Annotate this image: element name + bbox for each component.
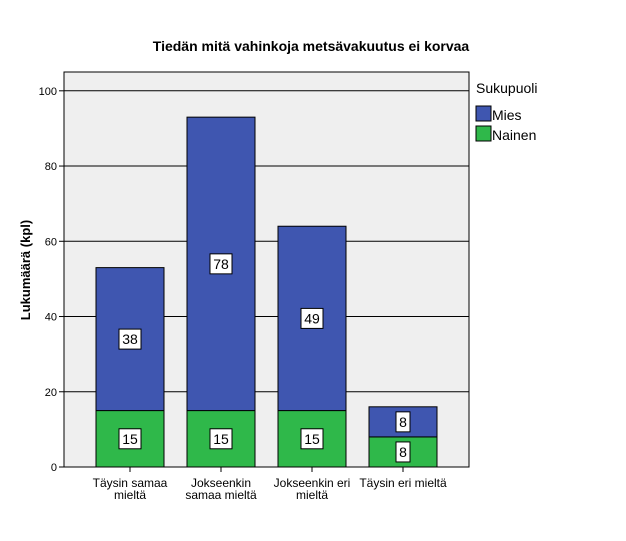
x-tick-label: Jokseenkin xyxy=(191,476,251,490)
y-axis-ticks: 0 20 40 60 80 100 xyxy=(39,86,64,474)
legend-swatch-mies xyxy=(475,105,492,122)
chart-title: Tiedän mitä vahinkoja metsävakuutus ei k… xyxy=(153,38,470,54)
y-tick-label: 0 xyxy=(51,462,57,474)
data-label-box xyxy=(395,411,411,433)
data-label-box xyxy=(118,428,142,450)
data-label: 15 xyxy=(213,431,229,447)
x-tick-label: Jokseenkin eri xyxy=(274,476,351,490)
legend-swatch-nainen xyxy=(475,125,492,142)
legend-item-mies: Mies xyxy=(492,107,522,123)
data-label: 78 xyxy=(213,256,229,272)
data-label: 8 xyxy=(399,444,407,460)
data-label-box xyxy=(209,428,233,450)
y-tick-label: 40 xyxy=(45,312,57,324)
y-axis-label: Lukumäärä (kpl) xyxy=(18,220,33,320)
data-labels: 15 38 15 78 15 49 8 8 xyxy=(118,253,411,463)
data-label: 15 xyxy=(304,431,320,447)
y-tick-label: 100 xyxy=(39,86,57,98)
data-label: 15 xyxy=(122,431,138,447)
data-label: 49 xyxy=(304,310,320,326)
legend-item-nainen: Nainen xyxy=(492,127,536,143)
x-tick-label: Täysin eri mieltä xyxy=(359,476,447,490)
data-label-box xyxy=(209,253,233,275)
x-tick-label: Täysin samaa xyxy=(93,476,168,490)
x-tick-label: mieltä xyxy=(296,488,328,502)
legend: Sukupuoli Mies Nainen xyxy=(475,80,538,143)
data-label: 8 xyxy=(399,414,407,430)
y-tick-label: 20 xyxy=(45,387,57,399)
data-label: 38 xyxy=(122,331,138,347)
bars xyxy=(95,116,438,468)
data-label-box xyxy=(300,428,324,450)
legend-title: Sukupuoli xyxy=(476,80,538,96)
data-label-box xyxy=(395,441,411,463)
y-tick-label: 60 xyxy=(45,236,57,248)
x-tick-label: samaa mieltä xyxy=(185,488,257,502)
x-tick-label: mieltä xyxy=(114,488,146,502)
data-label-box xyxy=(118,328,142,350)
data-label-box xyxy=(300,307,324,329)
y-tick-label: 80 xyxy=(45,161,57,173)
